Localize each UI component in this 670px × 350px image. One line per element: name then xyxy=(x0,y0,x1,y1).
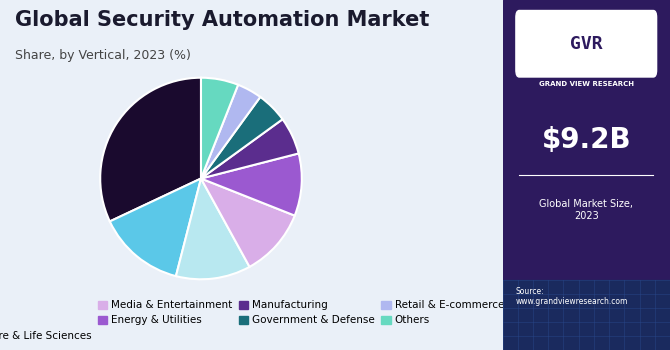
Text: Global Market Size,
2023: Global Market Size, 2023 xyxy=(539,199,633,221)
Text: GRAND VIEW RESEARCH: GRAND VIEW RESEARCH xyxy=(539,81,634,87)
Legend: BFSI, IT & ITES, Healthcare & Life Sciences, Media & Entertainment, Energy & Uti: BFSI, IT & ITES, Healthcare & Life Scien… xyxy=(0,296,509,345)
Text: GVR: GVR xyxy=(570,35,602,53)
Wedge shape xyxy=(201,78,238,178)
Text: Global Security Automation Market: Global Security Automation Market xyxy=(15,10,429,30)
Text: Source:
www.grandviewresearch.com: Source: www.grandviewresearch.com xyxy=(516,287,628,306)
Wedge shape xyxy=(100,78,201,222)
Wedge shape xyxy=(201,178,295,267)
Wedge shape xyxy=(201,119,299,178)
Wedge shape xyxy=(201,85,260,178)
Wedge shape xyxy=(201,153,302,216)
FancyBboxPatch shape xyxy=(516,10,657,77)
Wedge shape xyxy=(201,97,283,178)
Text: Share, by Vertical, 2023 (%): Share, by Vertical, 2023 (%) xyxy=(15,49,191,62)
Wedge shape xyxy=(176,178,249,279)
Wedge shape xyxy=(110,178,201,276)
Bar xyxy=(502,280,670,350)
Text: $9.2B: $9.2B xyxy=(541,126,631,154)
